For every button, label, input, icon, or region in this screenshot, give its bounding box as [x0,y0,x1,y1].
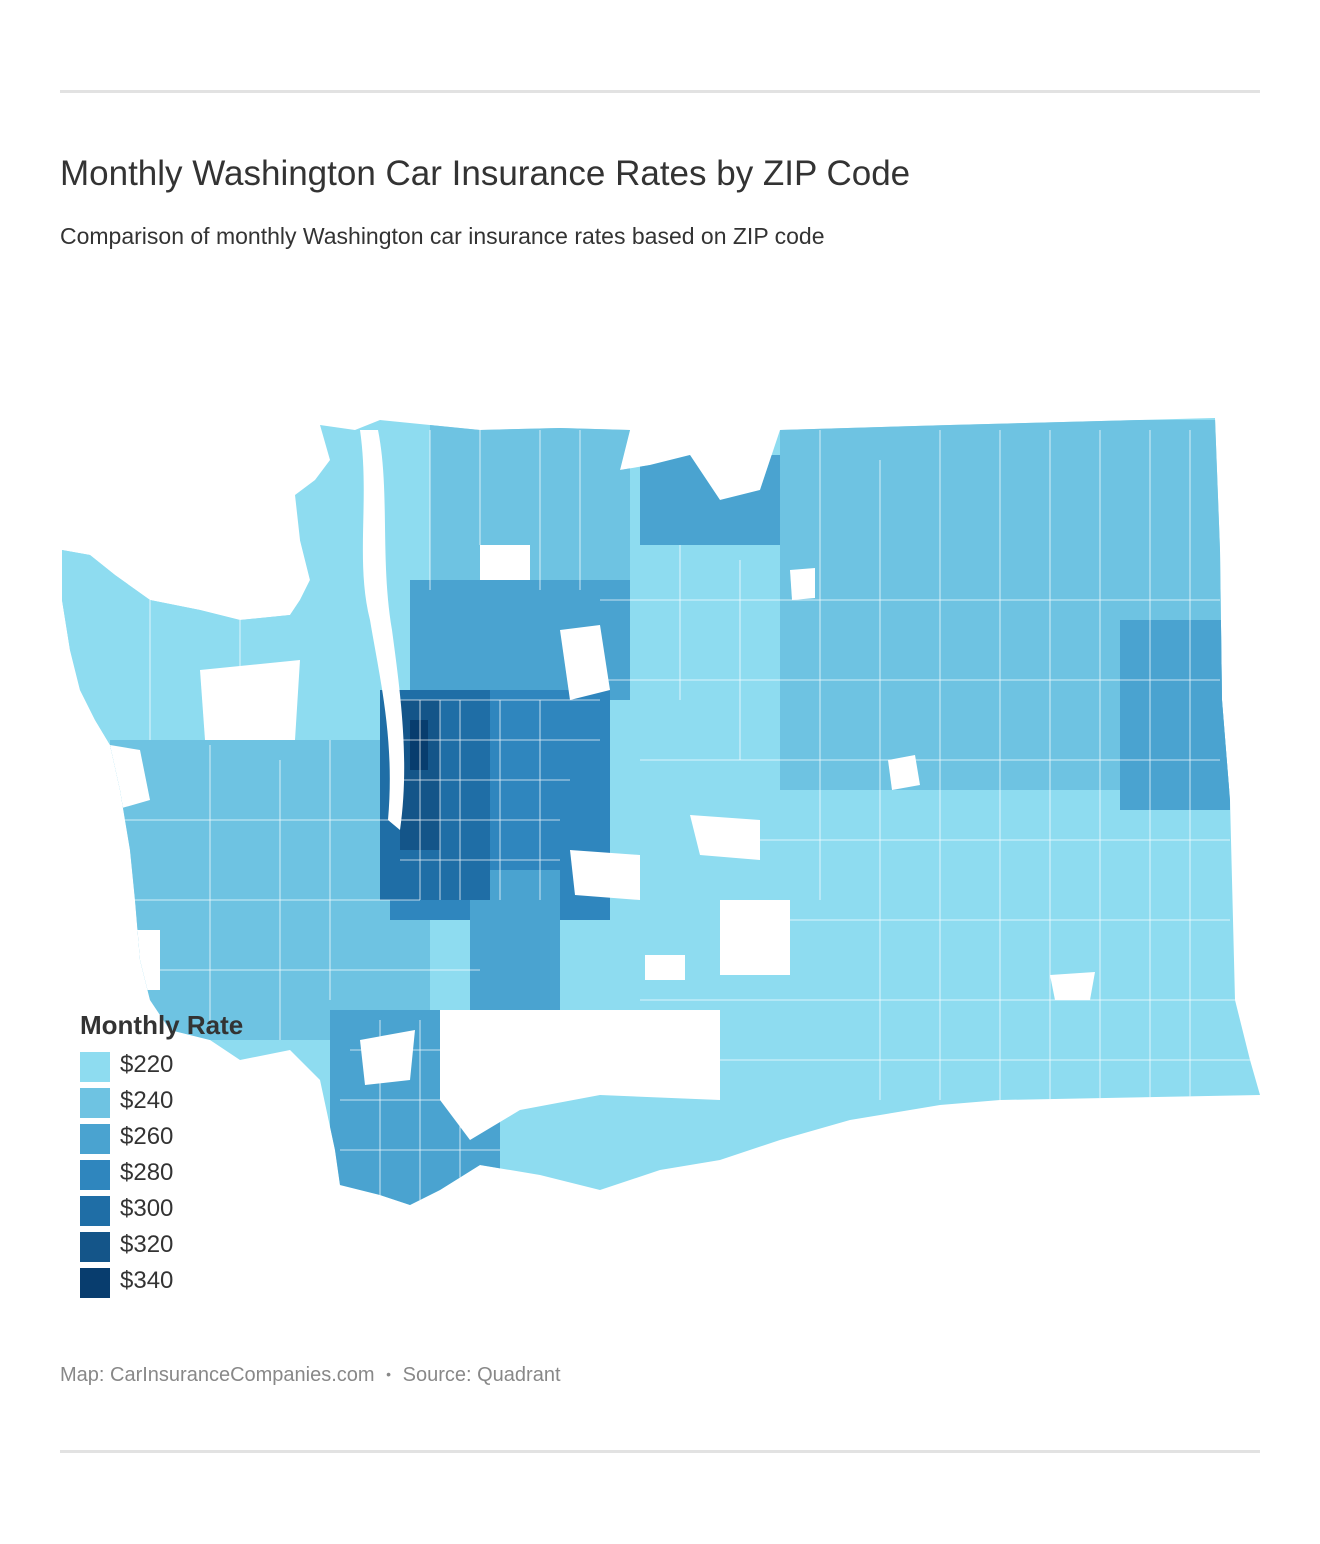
top-divider [60,90,1260,93]
legend-label: $260 [120,1123,174,1150]
central-gap [570,850,640,900]
legend-item: $300 [80,1192,340,1228]
legend-item: $260 [80,1120,340,1156]
east-gap-2 [790,568,815,600]
map-legend: Monthly Rate $220 $240 $260 $280 $300 $3… [80,1008,340,1300]
bottom-divider [60,1450,1260,1453]
legend-item: $280 [80,1156,340,1192]
legend-item: $320 [80,1228,340,1264]
legend-label: $240 [120,1087,174,1114]
cascade-gap [690,815,760,860]
legend-swatch [80,1052,110,1082]
central-gap-2 [645,955,685,980]
legend-swatch [80,1124,110,1154]
legend-label: $340 [120,1267,174,1294]
legend-label: $320 [120,1231,174,1258]
chart-title: Monthly Washington Car Insurance Rates b… [60,154,911,193]
legend-label: $300 [120,1195,174,1222]
east-gap-3 [1050,972,1095,1000]
willapa-bay-water [135,930,160,990]
legend-label: $220 [120,1051,174,1078]
spokane-zips [1120,620,1230,810]
mountain-gap [560,625,610,700]
east-gap-1 [888,755,920,790]
legend-label: $280 [120,1159,174,1186]
gifford-pinchot-gap [440,1010,720,1140]
zip-boundaries [120,430,1250,1200]
legend-title: Monthly Rate [80,1010,244,1040]
legend-item: $240 [80,1084,340,1120]
legend-swatch [80,1232,110,1262]
okanogan-zips [640,455,780,545]
southwest-gap [360,1030,415,1085]
washington-zip-map [62,418,1260,1205]
source-credit: Source: Quadrant [402,1364,561,1386]
legend-swatch [80,1196,110,1226]
north-gap [480,545,530,580]
yakima-gap [720,900,790,975]
southwest-coastal-zips [110,740,430,1040]
legend-swatch [80,1088,110,1118]
legend-swatch [80,1268,110,1298]
seattle-downtown-zips [410,720,428,770]
olympic-national-park [200,660,300,740]
legend-item: $220 [80,1048,340,1084]
map-credit: Map: CarInsuranceCompanies.com [60,1364,375,1386]
puget-sound-water [360,430,405,830]
legend-swatch [80,1160,110,1190]
source-footer: Map: CarInsuranceCompanies.com • Source:… [60,1364,561,1387]
chart-subtitle: Comparison of monthly Washington car ins… [60,223,825,249]
legend-item: $340 [80,1264,340,1300]
footer-separator: • [386,1366,392,1382]
